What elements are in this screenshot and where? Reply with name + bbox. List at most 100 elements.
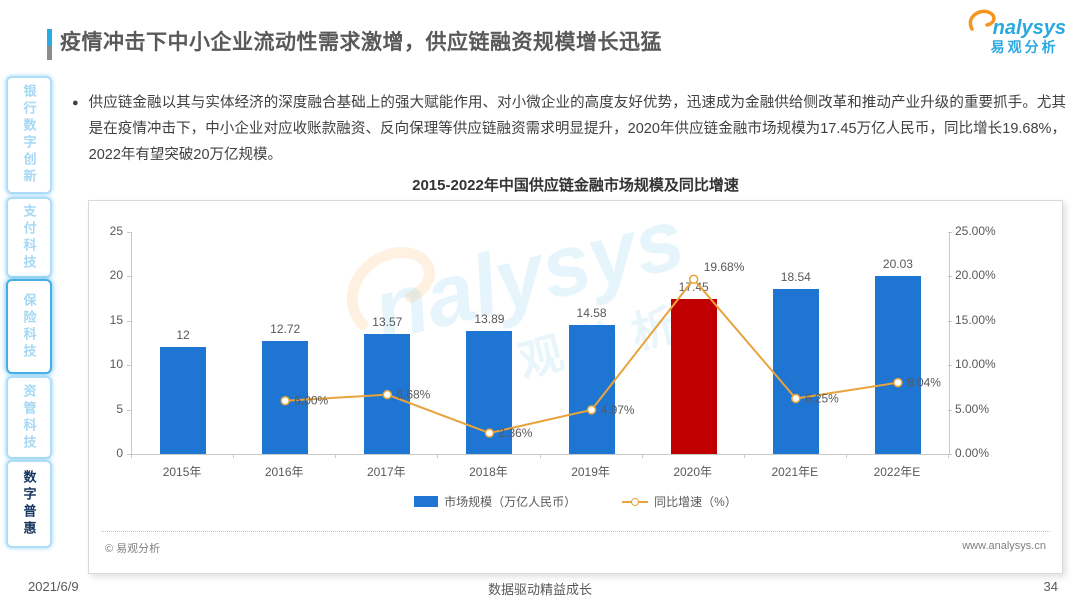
x-axis-tick-mark [641, 454, 643, 458]
chart-panel: nalysys 易观分析 1212.7213.5713.8914.5817.45… [88, 190, 1063, 574]
right-axis-tick: 20.00% [955, 268, 996, 283]
right-axis-tick: 10.00% [955, 357, 996, 372]
title-accent-bar [47, 29, 52, 60]
plot-area: 12 12.72 13.57 13.89 14.58 17.45 18.54 20.03 6.0… [131, 232, 950, 455]
sidebar-item-payment-tech[interactable]: 支付科技 [6, 197, 52, 278]
x-axis-label: 2016年 [264, 465, 304, 479]
sidebar-item-label: 数字普惠 [21, 470, 37, 538]
bar-2022年E [874, 276, 921, 454]
page-title: 疫情冲击下中小企业流动性需求激增，供应链融资规模增长迅猛 [60, 31, 662, 54]
footer-date: 2021/6/9 [28, 579, 79, 594]
line-point-2022年E [893, 377, 903, 388]
x-axis-label: 2018年 [469, 465, 508, 479]
left-axis-tick-mark [127, 365, 131, 367]
website-link[interactable]: www.analysys.cn [962, 540, 1046, 552]
chart-area: nalysys 易观分析 1212.7213.5713.8914.5817.45… [89, 190, 1062, 573]
logo-swoosh-icon [965, 8, 999, 38]
logo-brand-text: nalysys [992, 17, 1066, 39]
x-axis-label: 2022年E [873, 465, 921, 479]
x-axis-label: 2015年 [162, 465, 202, 479]
right-axis-tick: 15.00% [955, 312, 996, 327]
line-value-label: 2.36% [498, 426, 532, 440]
chart-title: 2015-2022年中国供应链金融市场规模及同比增速 [412, 177, 739, 194]
line-value-label: 6.00% [294, 394, 328, 408]
sidebar-item-label: 银行数字创新 [21, 84, 37, 186]
sidebar-item-insurance-tech[interactable]: 保险科技 [6, 279, 52, 374]
x-axis-tick-mark [335, 454, 337, 458]
line-point-2018年 [484, 428, 495, 438]
line-point-2016年 [280, 395, 290, 406]
bullet-icon: ● [72, 97, 79, 109]
right-axis-tick-mark [948, 320, 952, 322]
sidebar-item-label: 资管科技 [21, 383, 37, 452]
line-value-label: 8.04% [907, 376, 941, 390]
chart-legend: 市场规模（万亿人民币） 同比增速（%） [89, 493, 1062, 510]
page-number: 34 [1043, 579, 1058, 594]
sidebar-item-asset-management-tech[interactable]: 资管科技 [6, 376, 52, 459]
x-axis-tick-mark [437, 454, 439, 458]
bar-2015年 [160, 347, 207, 454]
bar-value-label: 17.45 [678, 280, 709, 295]
left-axis-tick-mark [127, 232, 131, 233]
x-axis-label: 2020年 [673, 465, 713, 479]
left-axis-tick: 15 [109, 312, 123, 327]
bar-value-label: 14.58 [576, 305, 607, 320]
left-axis-tick: 5 [116, 401, 123, 416]
right-axis-tick: 0.00% [955, 446, 990, 460]
left-axis-tick: 25 [109, 224, 123, 238]
growth-line: 6.00% 6.68% 2.36% 4.97% 19.68% 6.25% 8.04% [280, 260, 941, 440]
left-axis-tick-mark [127, 454, 131, 455]
bar-value-label: 13.89 [474, 311, 505, 326]
x-axis-tick-mark [233, 454, 235, 458]
sidebar-item-digital-inclusion[interactable]: 数字普惠 [6, 460, 52, 548]
left-axis-tick: 10 [109, 357, 123, 372]
bar-value-label: 18.54 [780, 270, 811, 285]
line-point-2017年 [382, 389, 393, 400]
left-axis-tick: 20 [109, 268, 123, 283]
right-axis-tick-mark [948, 276, 952, 278]
line-value-label: 19.68% [704, 260, 745, 274]
x-axis-tick-mark [539, 454, 541, 458]
line-value-label: 6.25% [805, 392, 839, 406]
logo-brand-chinese: 易观分析 [990, 39, 1059, 55]
sidebar-item-label: 支付科技 [21, 203, 37, 272]
bar-value-label: 20.03 [882, 257, 913, 272]
line-point-2020年 [688, 274, 699, 284]
right-axis-tick: 5.00% [955, 401, 990, 416]
legend-line-marker-icon [622, 497, 649, 506]
right-axis-tick-mark [948, 409, 952, 411]
right-axis-tick-mark [948, 232, 952, 233]
analysys-logo: nalysys 易观分析 [965, 8, 1066, 54]
legend-label: 市场规模（万亿人民币） [444, 495, 577, 509]
x-axis-tick-mark [948, 454, 949, 458]
x-axis-tick-mark [743, 454, 745, 458]
chart-source: © 易观分析 [105, 543, 161, 555]
line-value-label: 6.68% [396, 388, 430, 402]
summary-paragraph: ● 供应链金融以其与实体经济的深度融合基础上的强大赋能作用、对小微企业的高度友好… [72, 90, 1066, 168]
legend-label: 同比增速（%） [654, 495, 737, 509]
legend-item-market-size: 市场规模（万亿人民币） [414, 493, 576, 510]
line-value-label: 4.97% [601, 403, 635, 417]
bar-2020年 [670, 299, 717, 454]
right-axis-tick-mark [948, 365, 952, 367]
bar-2021年E [772, 289, 819, 454]
bar-value-label: 13.57 [372, 314, 403, 329]
line-point-2019年 [586, 405, 597, 415]
bar-value-label: 12 [176, 328, 190, 343]
sidebar-item-label: 保险科技 [21, 292, 37, 361]
x-axis-label: 2017年 [366, 465, 406, 479]
source-divider [101, 531, 1050, 532]
right-axis-tick: 25.00% [955, 224, 996, 238]
footer-motto: 数据驱动精益成长 [487, 582, 592, 597]
left-axis-tick-mark [127, 409, 131, 411]
bar-value-label: 12.72 [270, 322, 301, 337]
legend-item-growth-rate: 同比增速（%） [622, 493, 737, 510]
legend-bar-swatch-icon [414, 496, 439, 507]
sidebar-item-banking-digital-innovation[interactable]: 银行数字创新 [6, 76, 52, 194]
x-axis-label: 2021年E [771, 465, 819, 479]
summary-text: 供应链金融以其与实体经济的深度融合基础上的强大赋能作用、对小微企业的高度友好优势… [88, 95, 1066, 163]
x-axis-tick-mark [131, 454, 132, 458]
line-point-2021年E [791, 393, 801, 404]
left-axis-tick: 0 [116, 446, 123, 460]
